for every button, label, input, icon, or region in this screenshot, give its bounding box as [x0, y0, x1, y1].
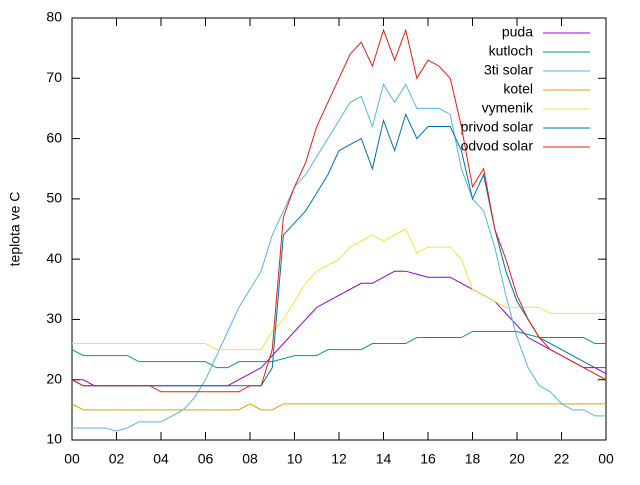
- y-tick-label: 20: [46, 370, 62, 386]
- series-line: [71, 403, 606, 411]
- y-tick-label: 40: [46, 250, 62, 266]
- x-tick-label: 08: [242, 451, 258, 467]
- legend-label: puda: [502, 24, 533, 40]
- x-tick-label: 00: [598, 451, 614, 467]
- x-tick-label: 10: [287, 451, 303, 467]
- x-tick-label: 02: [109, 451, 125, 467]
- series-line: [72, 270, 607, 387]
- x-tick-label: 20: [509, 451, 525, 467]
- legend-label: kutloch: [489, 43, 533, 59]
- legend-label: vymenik: [482, 100, 534, 116]
- series-line: [71, 28, 607, 393]
- x-tick-label: 18: [465, 451, 481, 467]
- x-tick-label: 06: [198, 451, 214, 467]
- legend-label: odvod solar: [461, 138, 534, 154]
- series-line: [71, 113, 606, 387]
- x-tick-label: 04: [153, 451, 169, 467]
- legend-label: 3ti solar: [484, 62, 533, 78]
- series-line: [72, 83, 606, 432]
- y-tick-label: 70: [46, 69, 62, 85]
- series-line: [71, 330, 606, 369]
- x-tick-label: 12: [331, 451, 347, 467]
- legend-label: privod solar: [461, 119, 534, 135]
- x-tick-label: 00: [64, 451, 80, 467]
- y-tick-label: 50: [46, 190, 62, 206]
- y-tick-label: 60: [46, 129, 62, 145]
- legend-label: kotel: [503, 81, 533, 97]
- series-line: [72, 228, 606, 351]
- y-tick-label: 80: [46, 9, 62, 25]
- y-axis-label: teplota ve C: [7, 192, 23, 267]
- y-tick-label: 10: [46, 431, 62, 447]
- x-tick-label: 14: [376, 451, 392, 467]
- x-tick-label: 16: [420, 451, 436, 467]
- y-tick-label: 30: [46, 310, 62, 326]
- x-tick-label: 22: [554, 451, 570, 467]
